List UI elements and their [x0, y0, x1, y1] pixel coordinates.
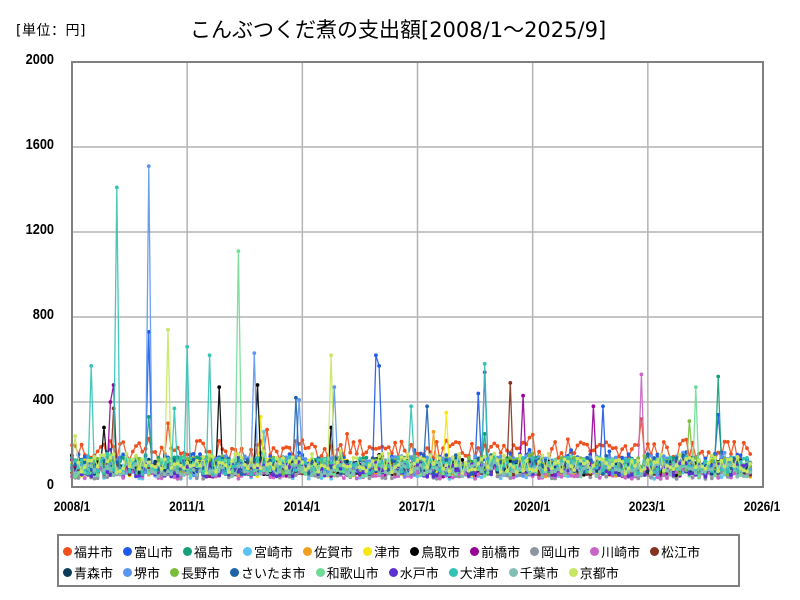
legend-marker-icon — [650, 547, 660, 556]
x-tick-2026: 2026/1 — [743, 498, 781, 514]
legend-label: 千葉市 — [519, 567, 559, 582]
legend-marker-icon — [530, 547, 540, 556]
legend-label: 川崎市 — [601, 546, 641, 561]
legend-label: 福井市 — [74, 546, 114, 561]
legend-item: 和歌山市 — [315, 563, 379, 582]
legend-item: 京都市 — [568, 563, 619, 582]
legend-marker-icon — [230, 568, 240, 577]
legend-marker-icon — [303, 547, 313, 556]
legend-label: 鳥取市 — [421, 546, 461, 561]
legend-label: 佐賀市 — [314, 546, 354, 561]
legend-item: 大津市 — [448, 563, 499, 582]
legend-label: 松江市 — [661, 546, 701, 561]
legend-marker-icon — [388, 568, 398, 577]
legend-marker-icon — [63, 568, 72, 577]
legend-item: 佐賀市 — [303, 542, 353, 561]
legend-marker-icon — [170, 568, 180, 577]
legend-marker-icon — [123, 568, 133, 577]
x-tick-2017: 2017/1 — [398, 498, 436, 514]
legend-item: 堺市 — [123, 563, 160, 582]
legend-row-2: 青森市 堺市 長野市 さいたま市 和歌山市 水戸市 大津市 千葉市 京都市 — [63, 563, 629, 582]
legend-marker-icon — [448, 568, 458, 577]
grid-lines — [72, 62, 763, 487]
series-大津市 — [70, 185, 753, 477]
legend-label: 青森市 — [74, 567, 114, 582]
legend-marker-icon — [183, 547, 193, 556]
x-tick-2008: 2008/1 — [53, 498, 91, 514]
y-tick-2000: 2000 — [25, 51, 54, 68]
legend-item: 前橋市 — [470, 542, 520, 561]
legend-marker-icon — [123, 547, 133, 556]
legend-label: 岡山市 — [541, 546, 581, 561]
legend-item: さいたま市 — [230, 563, 306, 582]
legend-label: 津市 — [374, 546, 401, 561]
legend-label: さいたま市 — [241, 567, 306, 582]
legend-item: 福井市 — [63, 542, 113, 561]
legend-label: 前橋市 — [481, 546, 521, 561]
legend-label: 富山市 — [134, 546, 174, 561]
legend-marker-icon — [568, 568, 578, 577]
legend-item: 松江市 — [650, 542, 700, 561]
legend-item: 青森市 — [63, 563, 113, 582]
legend-item: 長野市 — [170, 563, 220, 582]
legend-item: 鳥取市 — [410, 542, 460, 561]
legend-label: 宮崎市 — [254, 546, 294, 561]
x-tick-2011: 2011/1 — [169, 498, 205, 514]
legend-marker-icon — [410, 547, 420, 556]
legend-item: 富山市 — [123, 542, 173, 561]
series-京都市 — [70, 327, 753, 476]
y-tick-1200: 1200 — [25, 221, 54, 238]
legend-marker-icon — [363, 547, 373, 556]
legend-marker-icon — [470, 547, 480, 556]
legend-marker-icon — [590, 547, 600, 556]
chart-title: こんぶつくだ煮の支出額[2008/1～2025/9] — [190, 18, 607, 42]
legend-label: 京都市 — [579, 567, 619, 582]
legend: 福井市 富山市 福島市 宮崎市 佐賀市 津市 鳥取市 前橋市 岡山市 川崎市 松江市 青森市 堺市 長野… — [57, 534, 740, 587]
y-tick-800: 800 — [32, 306, 54, 323]
legend-item: 水戸市 — [388, 563, 439, 582]
x-tick-2020: 2020/1 — [513, 498, 551, 514]
legend-item: 宮崎市 — [243, 542, 293, 561]
series-堺市 — [70, 164, 753, 478]
y-tick-0: 0 — [46, 476, 54, 493]
legend-item: 千葉市 — [508, 563, 559, 582]
plot-frame — [71, 61, 764, 488]
legend-label: 長野市 — [181, 567, 221, 582]
legend-marker-icon — [243, 547, 253, 556]
legend-label: 大津市 — [459, 567, 499, 582]
legend-item: 岡山市 — [530, 542, 580, 561]
legend-label: 堺市 — [134, 567, 161, 582]
legend-item: 津市 — [363, 542, 400, 561]
legend-label: 和歌山市 — [326, 567, 379, 582]
x-tick-2023: 2023/1 — [628, 498, 666, 514]
legend-label: 水戸市 — [399, 567, 439, 582]
y-tick-400: 400 — [32, 391, 54, 408]
legend-marker-icon — [315, 568, 325, 577]
legend-label: 福島市 — [194, 546, 234, 561]
x-tick-2014: 2014/1 — [283, 498, 321, 514]
legend-marker-icon — [508, 568, 518, 577]
y-tick-1600: 1600 — [25, 136, 54, 153]
legend-row-1: 福井市 富山市 福島市 宮崎市 佐賀市 津市 鳥取市 前橋市 岡山市 川崎市 松江市 — [63, 542, 710, 561]
series-layer — [70, 164, 753, 482]
unit-label: [単位：円] — [16, 23, 86, 39]
legend-item: 福島市 — [183, 542, 233, 561]
legend-item: 川崎市 — [590, 542, 640, 561]
legend-marker-icon — [63, 547, 72, 556]
